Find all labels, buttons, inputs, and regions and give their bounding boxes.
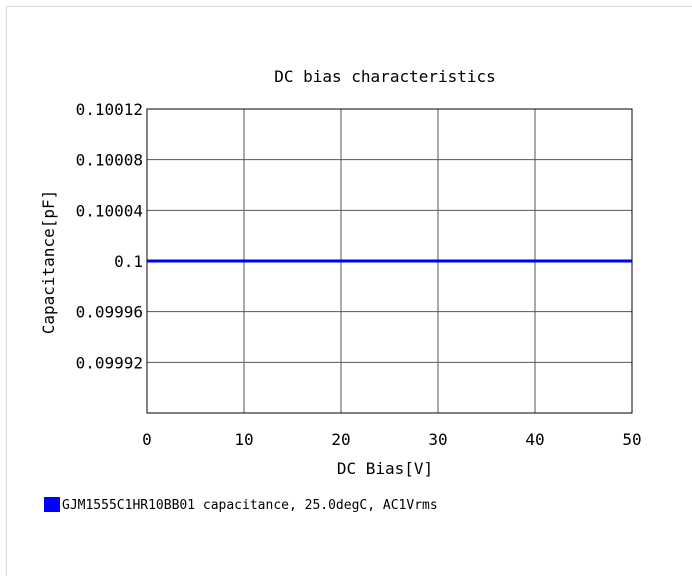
legend-swatch <box>44 497 60 512</box>
y-tick-label: 0.09996 <box>76 303 143 322</box>
x-tick-label: 50 <box>622 430 641 449</box>
y-tick-label: 0.10004 <box>76 201 143 220</box>
y-axis-label: Capacitance[pF] <box>39 190 58 335</box>
legend: GJM1555C1HR10BB01 capacitance, 25.0degC,… <box>44 497 438 513</box>
chart-title: DC bias characteristics <box>274 67 496 86</box>
x-tick-label: 0 <box>142 430 152 449</box>
y-tick-label: 0.1 <box>114 252 143 271</box>
x-tick-label: 20 <box>331 430 350 449</box>
legend-label: GJM1555C1HR10BB01 capacitance, 25.0degC,… <box>62 498 438 513</box>
y-tick-labels: 0.10012 0.10008 0.10004 0.1 0.09996 0.09992 <box>76 100 143 372</box>
x-tick-label: 10 <box>234 430 253 449</box>
x-tick-label: 30 <box>428 430 447 449</box>
x-tick-labels: 0 10 20 30 40 50 <box>142 430 641 449</box>
x-tick-label: 40 <box>525 430 544 449</box>
y-tick-label: 0.09992 <box>76 353 143 372</box>
y-tick-label: 0.10008 <box>76 151 143 170</box>
x-axis-label: DC Bias[V] <box>337 459 433 478</box>
y-tick-label: 0.10012 <box>76 100 143 119</box>
